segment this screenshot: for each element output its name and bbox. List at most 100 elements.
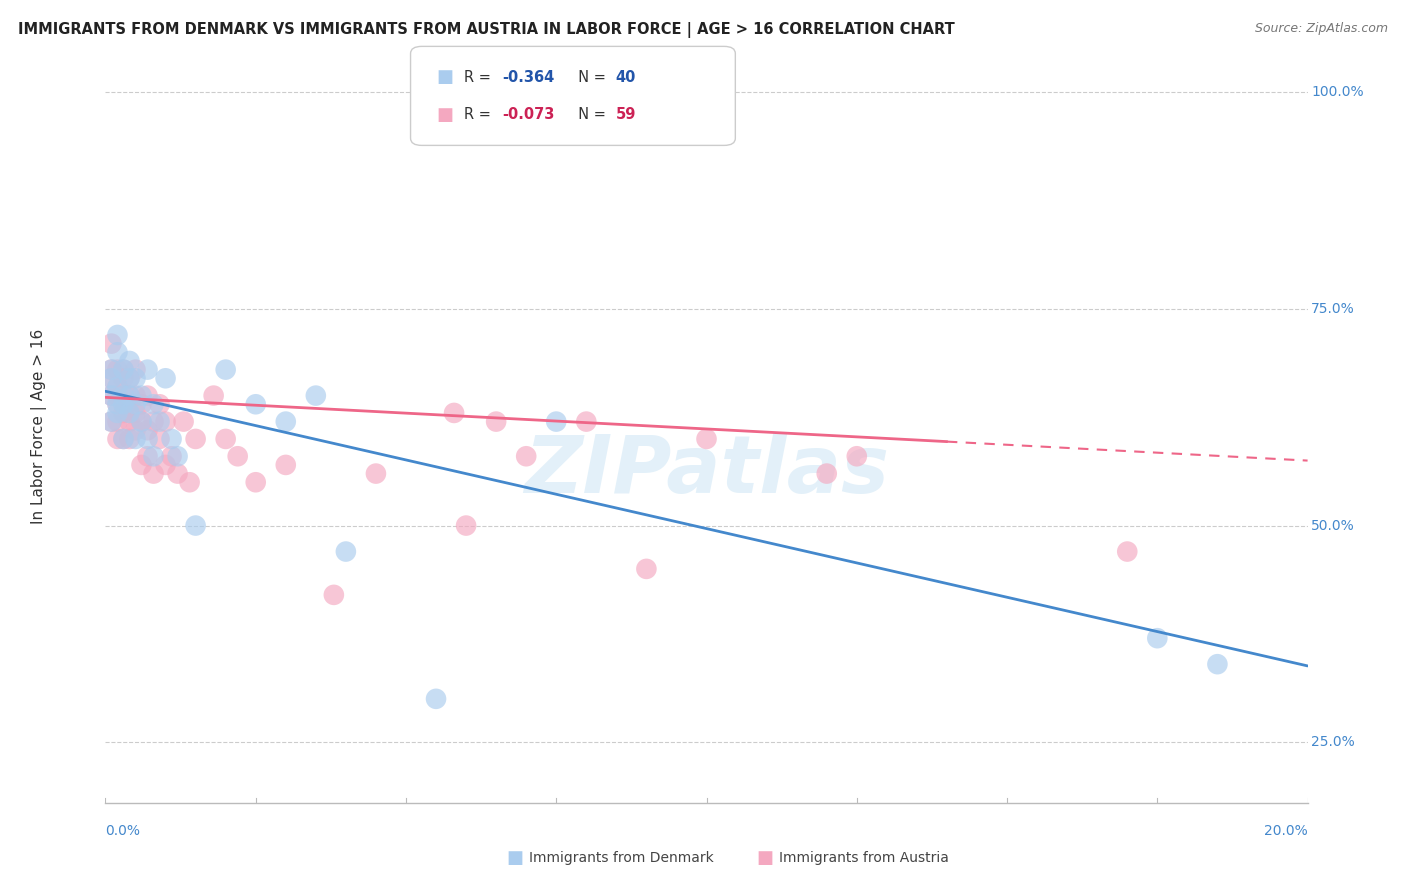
- Text: IMMIGRANTS FROM DENMARK VS IMMIGRANTS FROM AUSTRIA IN LABOR FORCE | AGE > 16 COR: IMMIGRANTS FROM DENMARK VS IMMIGRANTS FR…: [18, 22, 955, 38]
- Point: [100, 371, 122, 385]
- Point: [124, 389, 146, 403]
- Point: [214, 362, 236, 376]
- Point: [107, 362, 129, 376]
- Point: [485, 415, 508, 429]
- Point: [335, 544, 357, 558]
- Point: [118, 371, 141, 385]
- Point: [214, 432, 236, 446]
- Point: [136, 432, 159, 446]
- Point: [1116, 544, 1139, 558]
- Text: 50.0%: 50.0%: [1312, 518, 1355, 533]
- Point: [274, 458, 297, 472]
- Point: [131, 389, 153, 403]
- Point: [112, 371, 135, 385]
- Point: [184, 518, 207, 533]
- Point: [112, 432, 135, 446]
- Point: [136, 362, 159, 376]
- Text: 40: 40: [616, 70, 636, 85]
- Point: [142, 415, 165, 429]
- Point: [118, 406, 141, 420]
- Point: [118, 406, 141, 420]
- Point: [131, 415, 153, 429]
- Point: [364, 467, 387, 481]
- Point: [166, 467, 188, 481]
- Point: [136, 449, 159, 463]
- Point: [155, 415, 177, 429]
- Point: [142, 467, 165, 481]
- Point: [107, 345, 129, 359]
- Text: Source: ZipAtlas.com: Source: ZipAtlas.com: [1254, 22, 1388, 36]
- Text: 59: 59: [616, 107, 636, 122]
- Point: [245, 397, 267, 411]
- Point: [124, 371, 146, 385]
- Point: [845, 449, 868, 463]
- Point: [305, 389, 328, 403]
- Text: R =: R =: [464, 107, 495, 122]
- Point: [107, 397, 129, 411]
- Point: [112, 397, 135, 411]
- Point: [136, 389, 159, 403]
- Point: [107, 406, 129, 420]
- Text: In Labor Force | Age > 16: In Labor Force | Age > 16: [31, 328, 48, 524]
- Point: [148, 415, 170, 429]
- Point: [112, 397, 135, 411]
- Point: [274, 415, 297, 429]
- Point: [124, 423, 146, 437]
- Point: [112, 389, 135, 403]
- Point: [696, 432, 718, 446]
- Point: [112, 362, 135, 376]
- Point: [202, 389, 225, 403]
- Point: [112, 406, 135, 420]
- Point: [107, 432, 129, 446]
- Point: [124, 362, 146, 376]
- Text: ■: ■: [506, 849, 523, 867]
- Text: -0.364: -0.364: [502, 70, 554, 85]
- Point: [107, 328, 129, 343]
- Text: ZIPatlas: ZIPatlas: [524, 432, 889, 510]
- Point: [515, 449, 537, 463]
- Text: 0.0%: 0.0%: [105, 824, 141, 838]
- Point: [100, 371, 122, 385]
- Text: R =: R =: [464, 70, 495, 85]
- Point: [1206, 657, 1229, 672]
- Point: [131, 415, 153, 429]
- Point: [546, 415, 568, 429]
- Text: ■: ■: [756, 849, 773, 867]
- Point: [118, 389, 141, 403]
- Point: [118, 354, 141, 368]
- Point: [148, 432, 170, 446]
- Text: 75.0%: 75.0%: [1312, 302, 1355, 316]
- Point: [155, 458, 177, 472]
- Point: [124, 432, 146, 446]
- Point: [148, 397, 170, 411]
- Text: N =: N =: [569, 70, 612, 85]
- Point: [443, 406, 465, 420]
- Point: [1146, 631, 1168, 645]
- Point: [179, 475, 201, 490]
- Point: [136, 423, 159, 437]
- Point: [112, 362, 135, 376]
- Text: ■: ■: [436, 69, 453, 87]
- Point: [166, 449, 188, 463]
- Text: Immigrants from Denmark: Immigrants from Denmark: [529, 851, 713, 865]
- Point: [100, 389, 122, 403]
- Text: ■: ■: [436, 105, 453, 123]
- Point: [107, 397, 129, 411]
- Text: 100.0%: 100.0%: [1312, 86, 1364, 99]
- Point: [100, 389, 122, 403]
- Point: [142, 449, 165, 463]
- Text: 25.0%: 25.0%: [1312, 735, 1355, 749]
- Point: [118, 389, 141, 403]
- Point: [124, 406, 146, 420]
- Point: [118, 371, 141, 385]
- Point: [131, 397, 153, 411]
- Point: [322, 588, 344, 602]
- Point: [160, 432, 183, 446]
- Point: [100, 415, 122, 429]
- Point: [226, 449, 249, 463]
- Point: [100, 362, 122, 376]
- Point: [107, 389, 129, 403]
- Point: [100, 415, 122, 429]
- Text: 20.0%: 20.0%: [1264, 824, 1308, 838]
- Point: [155, 371, 177, 385]
